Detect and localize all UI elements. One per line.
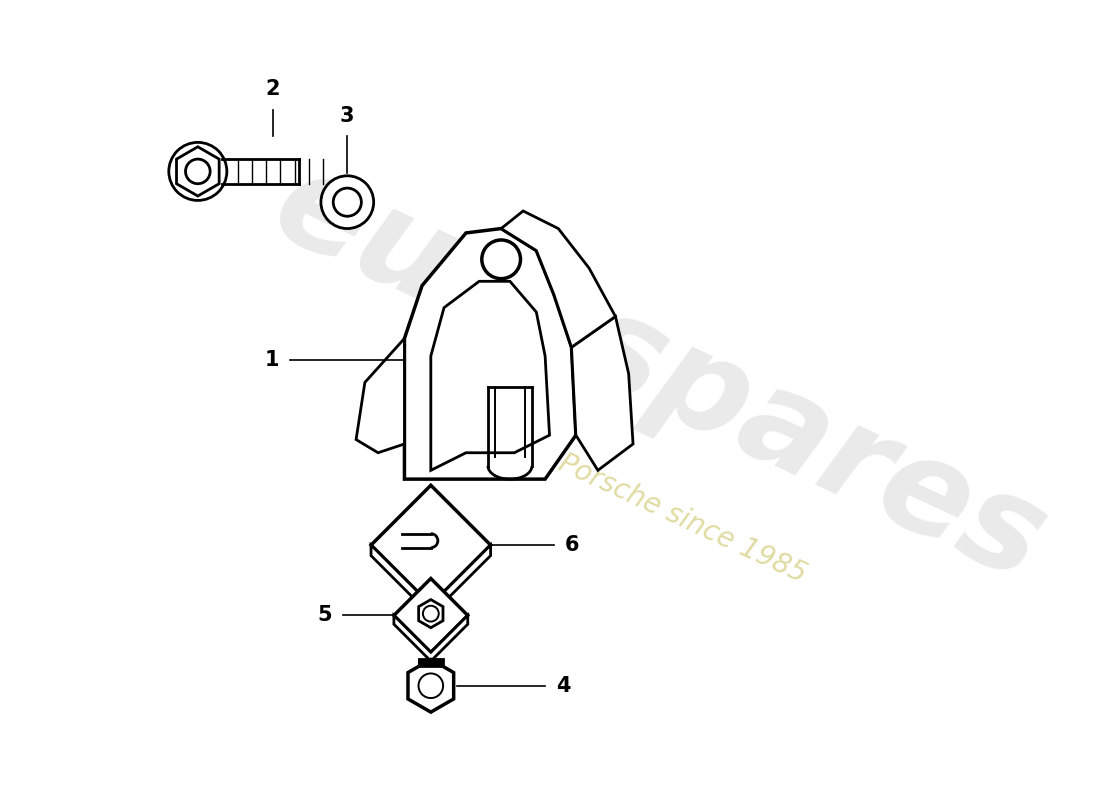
Polygon shape <box>502 211 616 347</box>
Polygon shape <box>405 229 576 479</box>
Circle shape <box>321 176 374 229</box>
Circle shape <box>482 240 520 278</box>
Polygon shape <box>394 615 468 661</box>
Text: 2: 2 <box>265 79 279 99</box>
Text: 1: 1 <box>265 350 279 370</box>
Polygon shape <box>431 282 550 470</box>
Polygon shape <box>408 659 453 712</box>
Polygon shape <box>176 146 219 196</box>
Polygon shape <box>394 578 468 652</box>
Polygon shape <box>572 317 632 470</box>
Polygon shape <box>371 545 491 615</box>
Text: 6: 6 <box>564 535 579 555</box>
Text: eurospares: eurospares <box>254 140 1065 607</box>
Text: a passion for Porsche since 1985: a passion for Porsche since 1985 <box>385 370 812 589</box>
Polygon shape <box>356 338 405 453</box>
Circle shape <box>333 188 362 216</box>
Text: 5: 5 <box>318 606 332 626</box>
Bar <box>418 659 443 666</box>
Polygon shape <box>419 599 443 628</box>
Text: 4: 4 <box>556 676 570 696</box>
Text: 3: 3 <box>340 106 354 126</box>
Polygon shape <box>371 486 491 605</box>
